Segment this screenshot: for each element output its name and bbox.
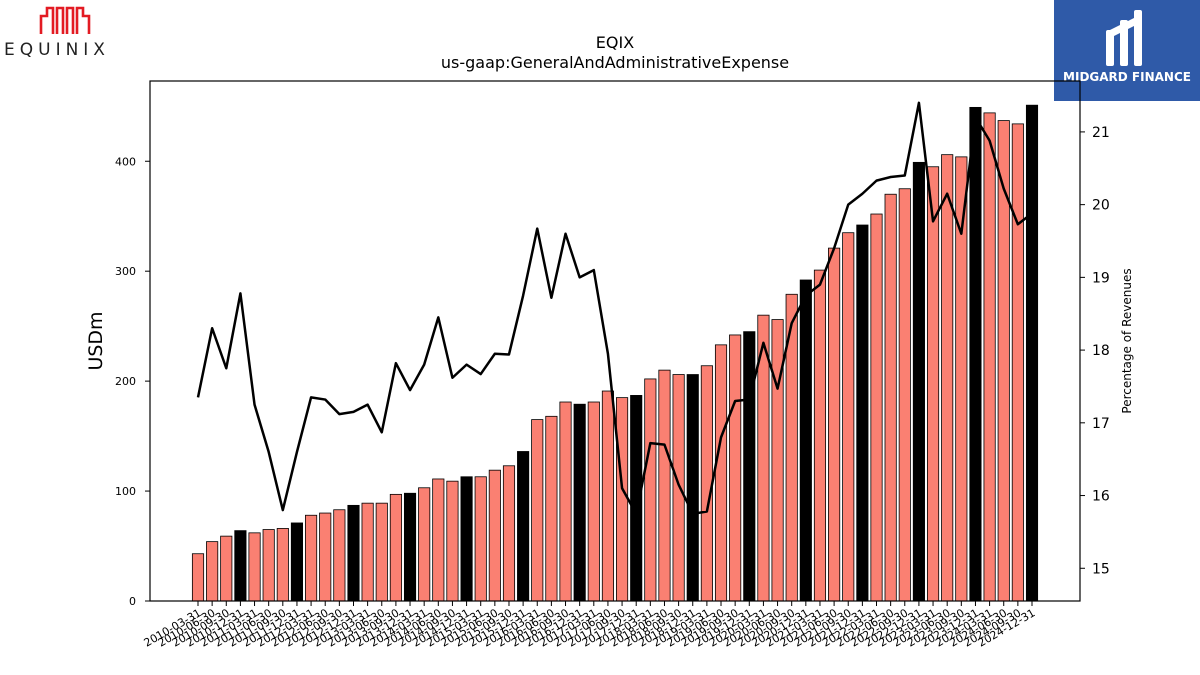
bar-2017-03-31 (587, 401, 600, 602)
bar-2014-12-31 (460, 476, 473, 602)
right-axis: 15 16 17 18 19 20 21 (1080, 125, 1110, 577)
bar-2021-06-30 (828, 247, 841, 602)
bar-2019-03-31 (700, 365, 713, 602)
bar-2024-09-30 (1011, 123, 1024, 602)
bar-2021-12-31 (856, 224, 869, 602)
bar-2010-06-30 (206, 541, 219, 602)
bar-2021-09-30 (842, 232, 855, 602)
bar-2016-12-31 (573, 403, 586, 602)
bar-2015-09-30 (502, 465, 516, 602)
bar-2024-06-30 (997, 120, 1010, 602)
bar-2023-12-31 (969, 106, 982, 602)
right-tick-label: 18 (1092, 343, 1110, 359)
y-axis-label: USDm (85, 311, 107, 370)
bar-2019-06-30 (714, 344, 728, 602)
bar-2011-03-31 (248, 532, 261, 602)
right-tick-label: 21 (1092, 125, 1110, 141)
bar-2023-06-30 (941, 154, 954, 602)
bar-2014-09-30 (446, 480, 459, 602)
bar-2022-06-30 (884, 193, 897, 602)
bar-2010-12-31 (234, 530, 247, 602)
right-tick-label: 17 (1092, 416, 1110, 432)
bar-2018-06-30 (658, 369, 671, 602)
left-tick-label: 400 (115, 155, 136, 168)
bar-2013-03-31 (361, 502, 374, 602)
bar-2021-03-31 (813, 269, 827, 602)
left-tick-label: 300 (115, 265, 136, 278)
right-tick-label: 16 (1092, 489, 1110, 505)
bar-2023-03-31 (927, 166, 940, 602)
bar-2010-09-30 (220, 535, 233, 602)
bar-2012-03-31 (305, 514, 318, 602)
bar-2015-12-31 (517, 451, 530, 602)
bar-2024-03-31 (983, 112, 996, 602)
left-tick-label: 100 (115, 485, 136, 498)
bar-2018-12-31 (686, 374, 699, 602)
plot-frame (149, 80, 1081, 602)
bar-2011-09-30 (276, 528, 289, 602)
bar-2015-06-30 (488, 469, 501, 602)
y2-axis-label: Percentage of Revenues (1120, 268, 1134, 413)
left-tick-label: 200 (115, 375, 136, 388)
bar-series (191, 104, 1039, 602)
bar-2018-09-30 (672, 374, 685, 602)
bar-2013-12-31 (403, 492, 417, 602)
bar-2013-09-30 (389, 493, 402, 602)
bar-2012-12-31 (347, 504, 360, 602)
right-tick-label: 19 (1092, 270, 1110, 286)
equinix-wordmark: EQUINIX (4, 40, 110, 60)
midgard-finance-logo: MIDGARD FINANCE (1054, 0, 1200, 101)
x-axis: 2010-03-312010-06-302010-09-302010-12-31… (142, 601, 1038, 650)
chart-subtitle: us-gaap:GeneralAndAdministrativeExpense (441, 53, 789, 72)
bar-2010-03-31 (191, 553, 205, 602)
equinix-mark-icon (39, 6, 91, 34)
bar-2017-09-30 (616, 397, 629, 602)
bar-2011-06-30 (262, 529, 275, 602)
left-axis: 0 100 200 300 400 (115, 155, 150, 608)
bar-2011-12-31 (290, 522, 304, 602)
bar-2022-12-31 (912, 161, 925, 602)
bar-2020-06-30 (771, 319, 784, 602)
bar-2012-09-30 (333, 509, 346, 602)
bar-2018-03-31 (644, 378, 657, 602)
right-tick-label: 15 (1092, 561, 1110, 577)
bar-2016-09-30 (559, 401, 572, 602)
equinix-logo: EQUINIX (0, 0, 125, 70)
midgard-mark-icon (1106, 10, 1142, 66)
bar-2014-06-30 (432, 478, 445, 602)
midgard-wordmark: MIDGARD FINANCE (1063, 70, 1191, 84)
bar-2013-06-30 (375, 502, 388, 602)
bar-2020-12-31 (799, 279, 812, 602)
bar-2024-12-31 (1025, 104, 1039, 602)
bar-2012-06-30 (319, 512, 332, 602)
bar-2017-06-30 (601, 390, 614, 602)
bar-2022-09-30 (898, 188, 911, 602)
chart-title: EQIX (596, 33, 634, 52)
left-tick-label: 0 (129, 595, 136, 608)
bar-2016-06-30 (545, 415, 558, 602)
bar-2019-12-31 (743, 331, 756, 602)
bar-2019-09-30 (729, 334, 742, 602)
right-tick-label: 20 (1092, 198, 1110, 214)
bar-2016-03-31 (531, 419, 544, 602)
bar-2015-03-31 (474, 476, 487, 602)
revenue-percentage-line (196, 101, 1033, 515)
bar-2014-03-31 (418, 487, 431, 602)
bar-2022-03-31 (870, 213, 883, 602)
